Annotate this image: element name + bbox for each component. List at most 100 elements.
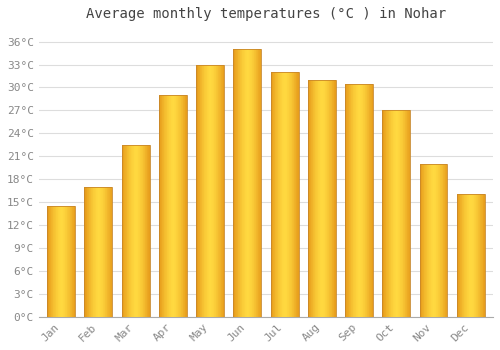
Bar [280,72,281,317]
Bar [274,72,275,317]
Bar [173,95,174,317]
Bar [322,80,323,317]
Bar [402,110,403,317]
Bar [390,110,392,317]
Bar [358,84,359,317]
Bar [241,49,242,317]
Bar [178,95,179,317]
Bar [204,64,205,317]
Bar [93,187,94,317]
Bar [481,195,482,317]
Bar [323,80,324,317]
Bar [208,64,210,317]
Bar [427,164,428,317]
Bar [392,110,393,317]
Bar [149,145,150,317]
Bar [458,195,459,317]
Bar [137,145,138,317]
Bar [111,187,112,317]
Bar [215,64,216,317]
Bar [347,84,348,317]
Bar [245,49,246,317]
Bar [110,187,111,317]
Bar [463,195,464,317]
Bar [216,64,217,317]
Bar [369,84,370,317]
Bar [92,187,93,317]
Bar [403,110,404,317]
Bar [282,72,283,317]
Bar [372,84,373,317]
Bar [203,64,204,317]
Bar [349,84,350,317]
Bar [394,110,395,317]
Bar [141,145,142,317]
Bar [53,206,54,317]
Bar [318,80,319,317]
Bar [246,49,248,317]
Bar [424,164,425,317]
Bar [174,95,175,317]
Bar [61,206,62,317]
Bar [356,84,357,317]
Bar [159,95,160,317]
Bar [404,110,406,317]
Bar [200,64,201,317]
Bar [335,80,336,317]
Bar [133,145,134,317]
Bar [433,164,434,317]
Bar [461,195,462,317]
Bar [186,95,187,317]
Bar [159,95,187,317]
Bar [177,95,178,317]
Bar [285,72,286,317]
Bar [423,164,424,317]
Bar [422,164,423,317]
Bar [319,80,320,317]
Bar [175,95,176,317]
Bar [408,110,409,317]
Bar [94,187,95,317]
Bar [252,49,253,317]
Bar [97,187,98,317]
Bar [220,64,222,317]
Bar [248,49,250,317]
Bar [176,95,177,317]
Bar [164,95,165,317]
Bar [360,84,361,317]
Bar [163,95,164,317]
Bar [420,164,421,317]
Bar [457,195,484,317]
Bar [99,187,100,317]
Bar [210,64,211,317]
Bar [281,72,282,317]
Bar [295,72,296,317]
Bar [142,145,144,317]
Bar [138,145,139,317]
Bar [442,164,444,317]
Bar [459,195,460,317]
Bar [59,206,60,317]
Bar [240,49,241,317]
Bar [63,206,64,317]
Bar [60,206,61,317]
Bar [382,110,410,317]
Bar [437,164,438,317]
Bar [475,195,476,317]
Bar [199,64,200,317]
Bar [277,72,278,317]
Bar [477,195,478,317]
Bar [244,49,245,317]
Bar [326,80,328,317]
Bar [434,164,435,317]
Bar [387,110,388,317]
Bar [465,195,466,317]
Bar [270,72,298,317]
Bar [72,206,73,317]
Bar [170,95,171,317]
Bar [330,80,331,317]
Bar [446,164,448,317]
Bar [55,206,56,317]
Bar [401,110,402,317]
Bar [333,80,334,317]
